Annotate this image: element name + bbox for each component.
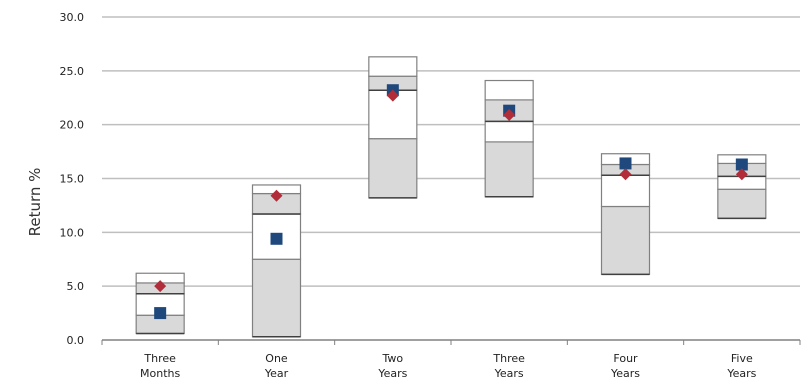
diamond-marker: [503, 108, 516, 121]
diamond-marker: [154, 280, 167, 293]
range-segment-lower-mid: [484, 120, 534, 143]
x-category-label: Five: [731, 352, 753, 365]
y-tick-label: 5.0: [67, 280, 85, 293]
series-markers: [154, 84, 748, 320]
square-marker: [270, 232, 283, 245]
gridlines: [102, 16, 800, 287]
range-segment-bottom: [251, 258, 302, 338]
x-category-label: Four: [613, 352, 638, 365]
range-segment-bottom: [484, 141, 534, 198]
x-category-label: Years: [377, 367, 407, 380]
diamond-marker: [735, 168, 748, 181]
x-category-label: Year: [264, 367, 289, 380]
y-tick-label: 25.0: [60, 65, 85, 78]
x-category-label: Two: [382, 352, 404, 365]
range-segment-bottom: [717, 188, 767, 219]
range-boxes: [135, 56, 767, 338]
square-marker: [619, 157, 632, 170]
x-category-label: Three: [143, 352, 176, 365]
y-tick-label: 10.0: [60, 226, 85, 239]
square-marker: [154, 307, 167, 320]
y-tick-label: 15.0: [60, 173, 85, 186]
y-tick-label: 30.0: [60, 11, 85, 24]
y-axis-title: Return %: [26, 168, 44, 237]
x-category-label: One: [265, 352, 288, 365]
x-category-label: Years: [494, 367, 524, 380]
x-category-label: Three: [492, 352, 525, 365]
axes: 0.0 5.0 10.0 15.0 20.0 25.0 30.0 Three Months One…: [60, 11, 801, 380]
y-tick-label: 0.0: [67, 334, 85, 347]
x-category-label: Years: [726, 367, 756, 380]
y-tick-label: 20.0: [60, 119, 85, 132]
range-segment-bottom: [600, 205, 651, 275]
diamond-marker: [619, 168, 632, 181]
diamond-marker: [270, 189, 283, 202]
range-segment-bottom: [368, 138, 418, 199]
square-marker: [735, 158, 748, 171]
x-category-label: Years: [610, 367, 640, 380]
x-category-label: Months: [140, 367, 180, 380]
diamond-marker: [386, 89, 399, 102]
range-segment-top: [368, 56, 418, 77]
range-segment-lower-mid: [600, 174, 651, 208]
range-segment-top: [484, 79, 534, 101]
